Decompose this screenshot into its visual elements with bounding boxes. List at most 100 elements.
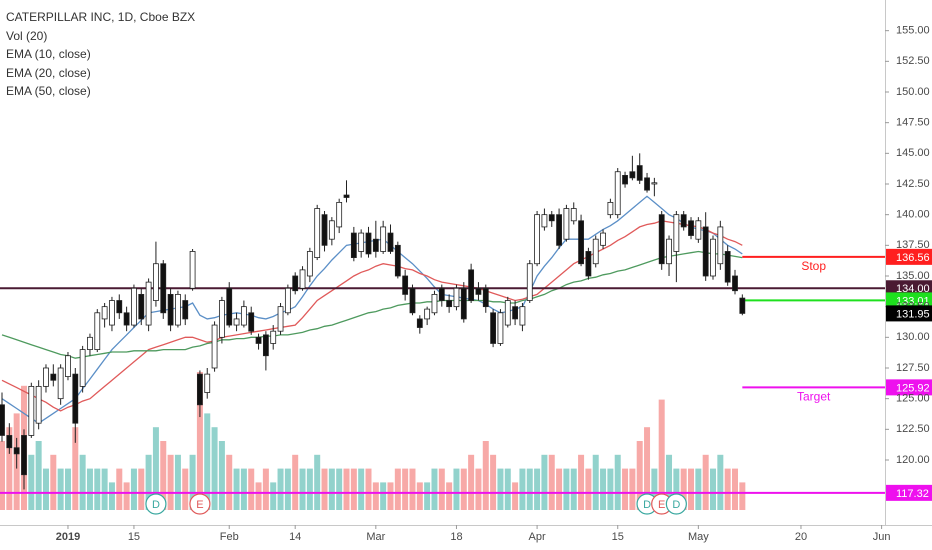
candle-body xyxy=(101,306,108,320)
volume-bar xyxy=(695,468,702,510)
candle-body xyxy=(497,312,504,344)
candle-body xyxy=(387,232,394,252)
candle-body xyxy=(548,214,555,222)
last-price-tag xyxy=(886,305,932,322)
volume-bar xyxy=(680,468,687,510)
candle-body xyxy=(6,435,13,449)
volume-bar xyxy=(475,468,482,510)
volume-bar xyxy=(482,441,489,510)
y-tick-label: 152.50 xyxy=(896,55,930,67)
candle-body xyxy=(468,269,475,301)
volume-bar xyxy=(666,454,673,510)
x-tick-label: 14 xyxy=(289,531,301,543)
candle-body xyxy=(578,220,584,265)
level-label: 117.32 xyxy=(896,488,929,500)
volume-bar xyxy=(262,468,269,510)
candle-body xyxy=(314,208,321,258)
volume-bar xyxy=(387,482,394,510)
volume-bar xyxy=(416,482,423,510)
level-tag xyxy=(886,484,932,501)
y-tick-label: 150.00 xyxy=(896,86,930,98)
volume-bar xyxy=(563,468,570,510)
x-tick-label: Jun xyxy=(873,531,891,543)
candle-body xyxy=(724,251,731,283)
volume-bar xyxy=(394,468,401,510)
volume-bar xyxy=(130,468,137,510)
candle-body xyxy=(673,214,680,252)
volume-bar xyxy=(402,468,409,510)
candle-body xyxy=(197,373,203,406)
candle-body xyxy=(475,287,482,295)
candle-body xyxy=(629,171,636,179)
candle-body xyxy=(21,435,27,476)
candle-body xyxy=(160,263,167,314)
volume-bar xyxy=(358,468,365,510)
candle-body xyxy=(350,232,357,258)
volume-bar xyxy=(570,468,577,510)
volume-bar xyxy=(0,441,5,510)
volume-bar xyxy=(585,468,592,510)
volume-bar xyxy=(673,468,680,510)
candle-body xyxy=(262,334,269,357)
y-tick-label: 135.00 xyxy=(896,270,930,282)
volume-bar xyxy=(519,468,526,510)
indicator: EMA (10, close) xyxy=(6,47,91,61)
candle-body xyxy=(541,214,548,228)
candle-body xyxy=(109,300,115,326)
y-tick-label: 145.00 xyxy=(896,147,930,159)
candle-body xyxy=(87,336,93,350)
volume-bar xyxy=(644,427,651,510)
candle-body xyxy=(50,373,57,381)
volume-bar xyxy=(218,441,225,510)
volume-bar xyxy=(189,454,196,510)
candle-body xyxy=(123,312,130,326)
candle-body xyxy=(409,287,416,314)
volume-bar xyxy=(380,482,387,510)
candle-body xyxy=(556,214,562,246)
volume-bar xyxy=(145,454,152,510)
candle-body xyxy=(482,287,489,308)
candle-body xyxy=(534,214,540,265)
candle-body xyxy=(519,306,526,326)
volume-bar xyxy=(607,468,614,510)
volume-bar xyxy=(72,427,79,510)
volume-bar xyxy=(35,441,42,510)
volume-bar xyxy=(101,468,108,510)
candle-body xyxy=(607,201,614,216)
volume-bar xyxy=(336,468,343,510)
x-tick-label: May xyxy=(688,531,709,543)
volume-bar xyxy=(196,372,203,510)
x-tick-label: Mar xyxy=(366,531,385,543)
candle-body xyxy=(372,238,379,252)
candle-body xyxy=(328,220,335,240)
volume-bar xyxy=(651,468,658,510)
candle-body xyxy=(299,269,306,289)
ema-layer xyxy=(1,195,743,424)
candle-body xyxy=(175,293,181,326)
volume-bar xyxy=(453,468,460,510)
candle-body xyxy=(248,312,255,332)
level-tag xyxy=(886,292,932,309)
volume-bar xyxy=(306,468,313,510)
candle-body xyxy=(717,226,724,265)
candle-body xyxy=(138,293,145,320)
volume-bar xyxy=(658,399,665,510)
volume-bar xyxy=(167,454,174,510)
volume-bar xyxy=(270,482,277,510)
volume-bar xyxy=(409,468,416,510)
ema-line xyxy=(1,195,743,424)
volume-bar xyxy=(372,482,379,510)
volume-bar xyxy=(629,468,636,510)
volume-bar xyxy=(174,454,181,510)
candle-body xyxy=(358,232,365,252)
event-label: E xyxy=(658,499,665,511)
ema-line xyxy=(1,250,743,359)
volume-bar xyxy=(365,468,372,510)
volume-bar xyxy=(226,454,233,510)
volume-bar xyxy=(548,454,555,510)
candle-body xyxy=(153,263,159,301)
candle-body xyxy=(416,318,423,328)
candle-body xyxy=(394,244,401,277)
candle-body xyxy=(94,312,101,350)
candle-body xyxy=(702,226,709,277)
